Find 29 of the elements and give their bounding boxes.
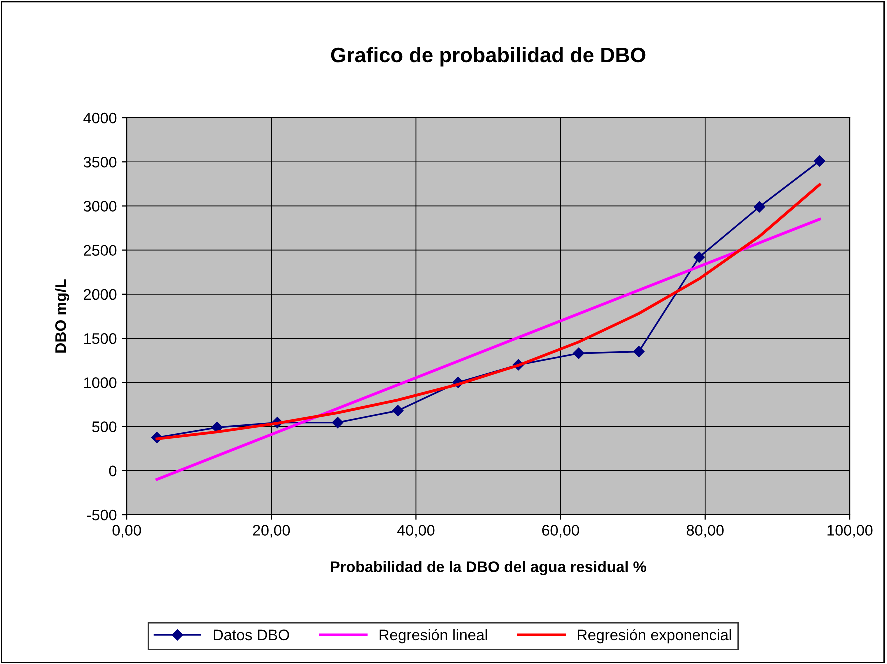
y-tick-label: 1500 [84,333,117,344]
legend-label: Datos DBO [214,630,290,641]
y-tick-label: 500 [92,422,117,432]
x-tick-label: 20,00 [253,525,290,538]
y-tick-label: 1000 [84,378,117,388]
x-tick-label: 60,00 [542,525,580,538]
point [754,202,766,213]
point [633,346,645,358]
legend-label: Regresión exponencial [578,629,732,644]
point [694,252,706,263]
x-tick-label: 100,00 [828,525,873,538]
chart-title: Grafico de probabilidad de DBO [331,47,646,67]
y-tick-label: -500 [87,510,117,521]
x-tick-label: 0,00 [112,525,142,538]
point [392,405,404,417]
y-tick-label: 2500 [84,245,117,256]
y-axis-title: DBO mg/L [55,280,70,353]
y-tick-label: 3000 [84,201,117,212]
y-tick-label: 2000 [84,289,117,300]
y-tick-label: 0 [109,466,117,477]
x-tick-label: 80,00 [686,525,724,538]
x-tick-label: 40,00 [397,525,435,538]
x-axis-title: Probabilidad de la DBO del agua residual % [331,561,646,576]
point [332,417,344,428]
y-tick-label: 4000 [84,112,117,124]
legend-label: Regresión lineal [380,629,488,644]
point [573,348,584,360]
y-tick-label: 3500 [84,156,117,168]
point [814,156,826,167]
